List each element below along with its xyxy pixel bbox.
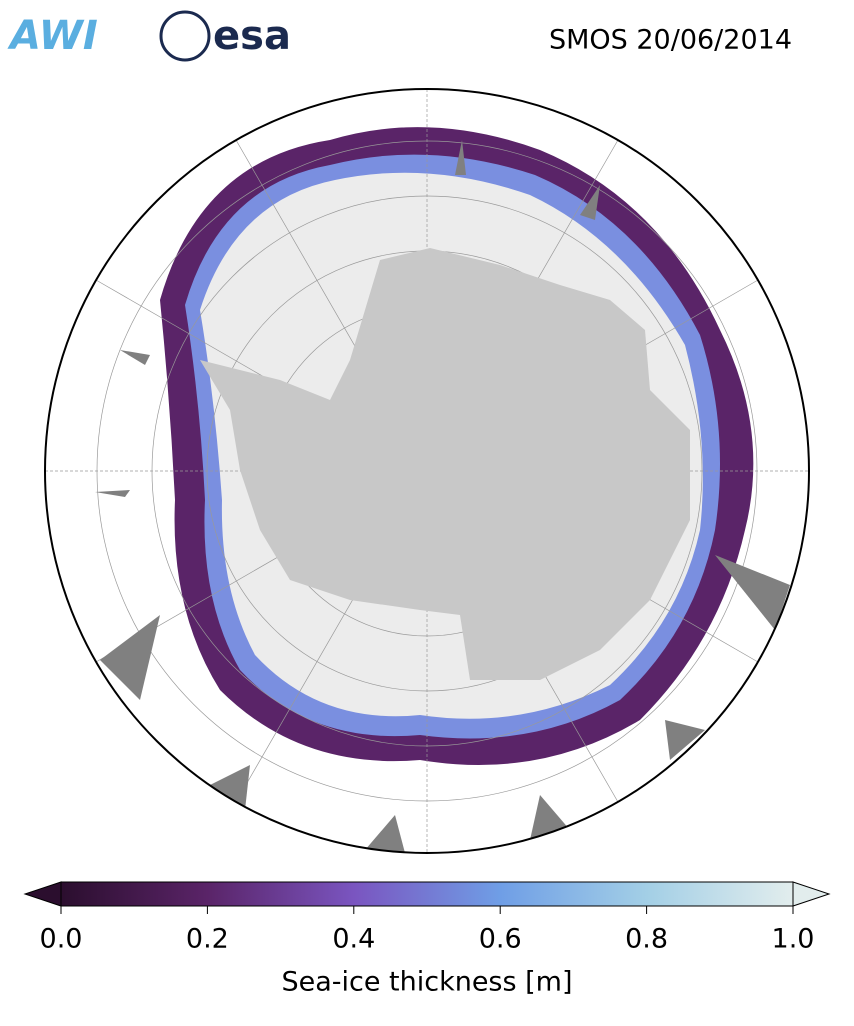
colorbar-tick-label: 0.2 <box>186 924 229 955</box>
colorbar-label: Sea-ice thickness [m] <box>281 967 572 998</box>
colorbar-tick-label: 0.6 <box>479 924 522 955</box>
map-frame <box>44 88 810 854</box>
colorbar-tick-label: 0.4 <box>332 924 375 955</box>
logo-esa-mark <box>159 10 211 62</box>
colorbar-extend-low <box>23 881 62 907</box>
logo-esa: esa <box>213 13 291 59</box>
colorbar-tick-label: 1.0 <box>772 924 815 955</box>
colorbar-tick-label: 0.8 <box>625 924 668 955</box>
colorbar <box>23 881 831 914</box>
title: SMOS 20/06/2014 <box>549 25 792 56</box>
colorbar-body <box>60 881 794 907</box>
colorbar-extend-high <box>792 881 831 907</box>
map <box>45 89 809 853</box>
antarctica <box>200 248 690 680</box>
logo-awi: AWI <box>7 13 98 59</box>
colorbar-tick-label: 0.0 <box>40 924 83 955</box>
